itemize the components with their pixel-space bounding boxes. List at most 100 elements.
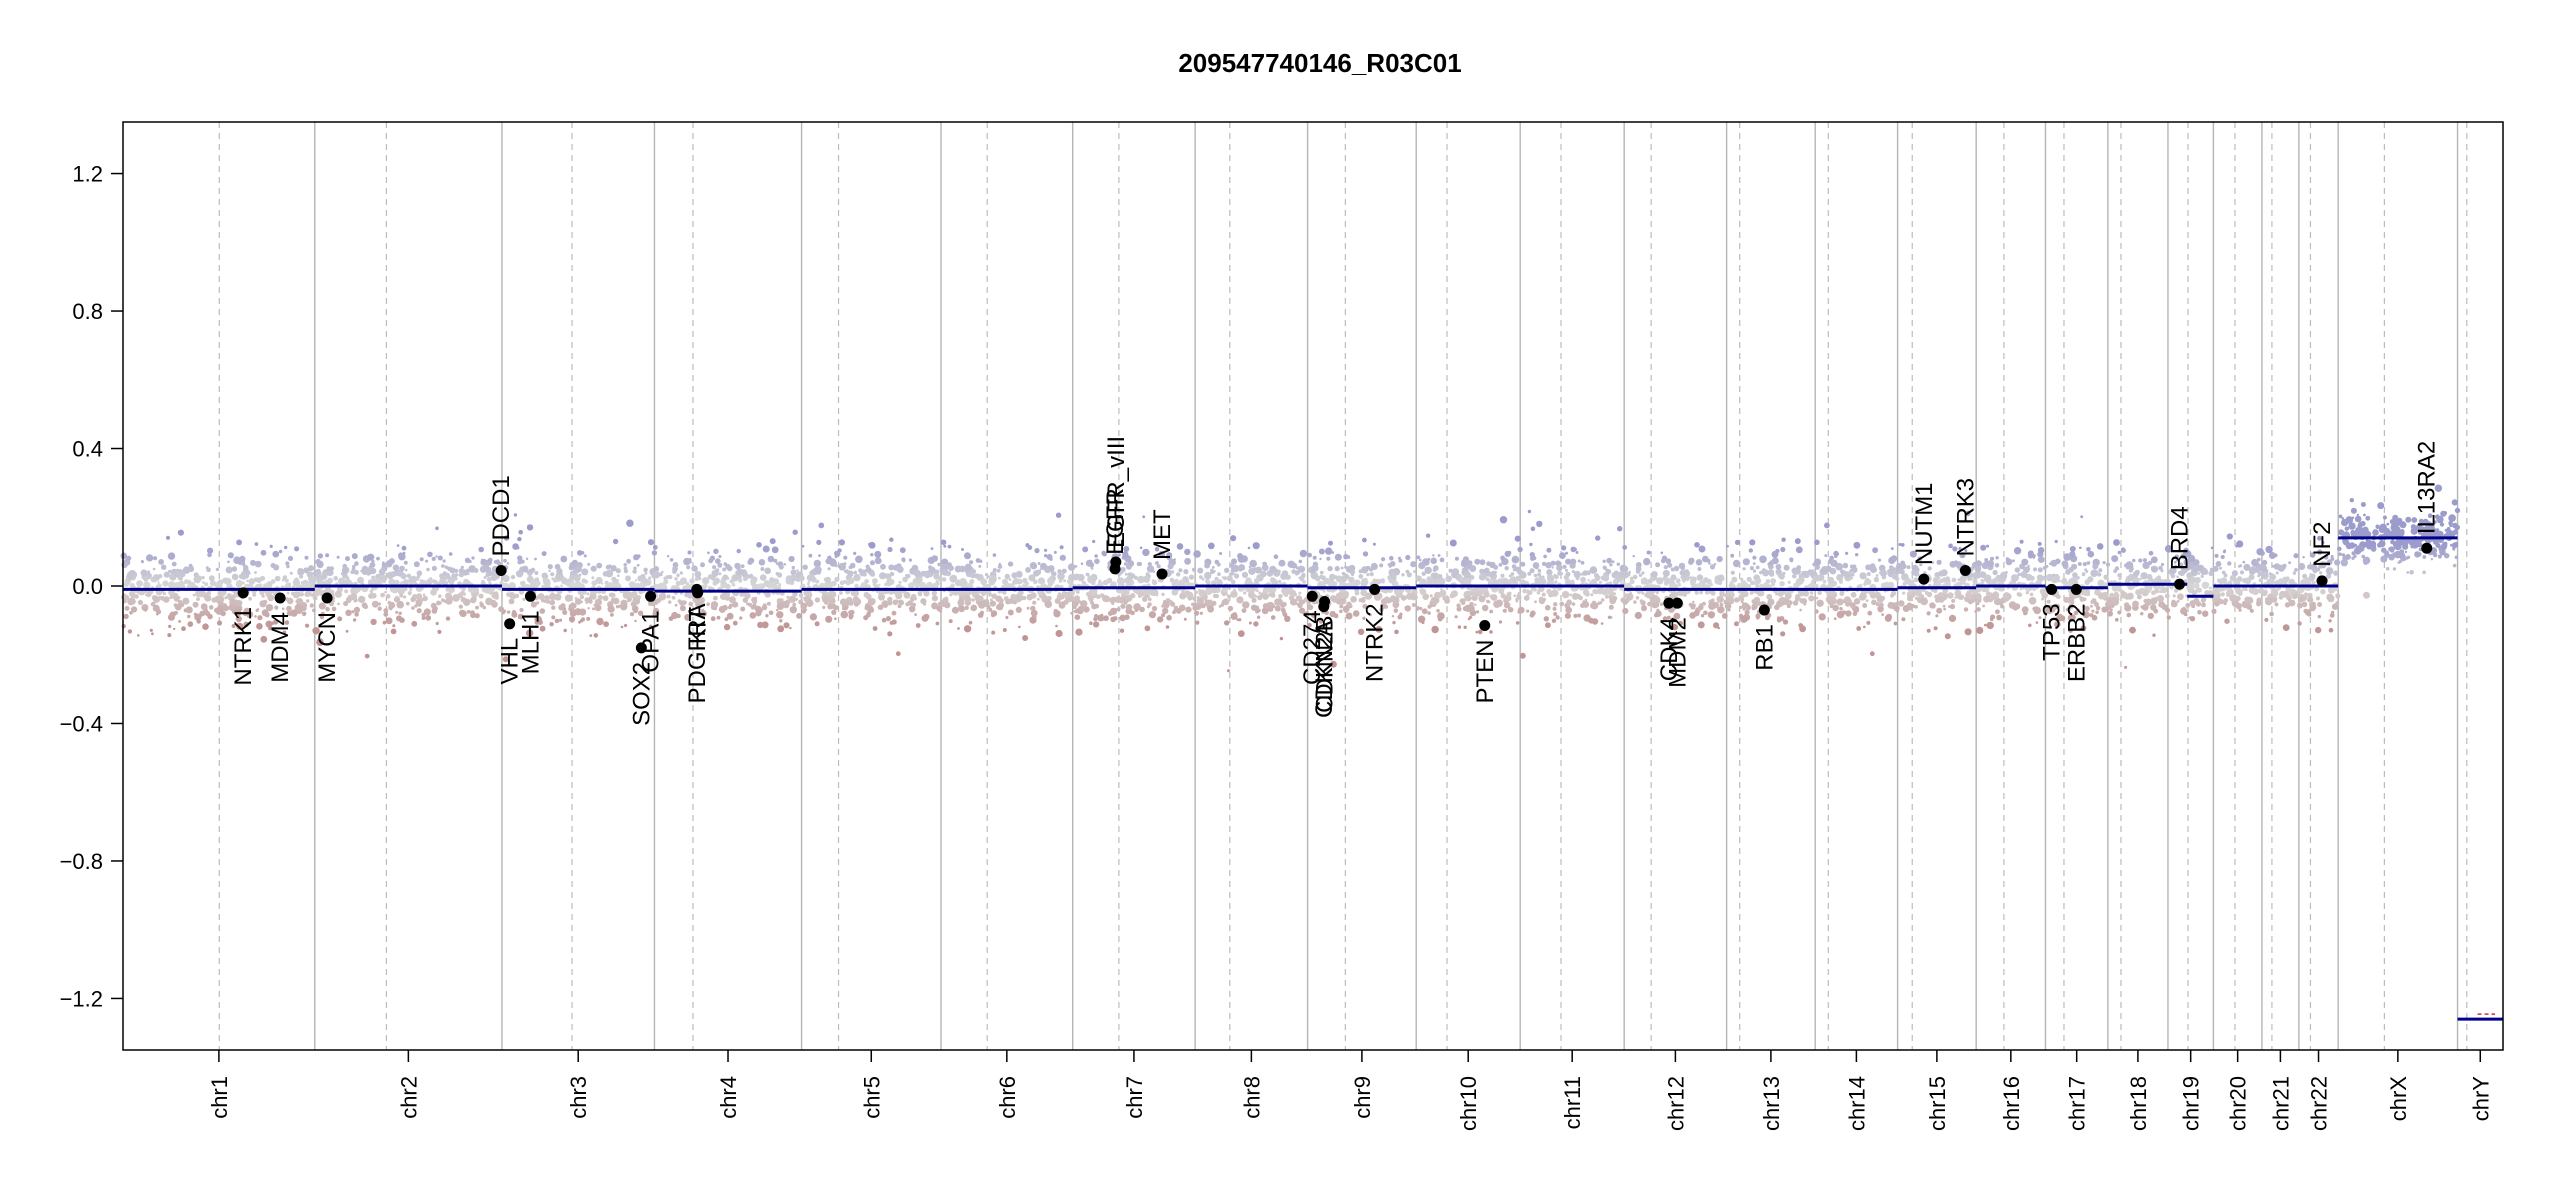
probe-point xyxy=(1676,578,1681,583)
probe-point xyxy=(1490,594,1498,601)
probe-point xyxy=(228,603,236,612)
probe-point xyxy=(840,610,849,619)
probe-point xyxy=(2226,533,2233,540)
probe-point xyxy=(1226,575,1233,582)
probe-point xyxy=(1641,605,1647,612)
probe-point xyxy=(1156,564,1161,569)
probe-point xyxy=(2124,602,2130,608)
probe-point xyxy=(1965,510,1971,517)
probe-point xyxy=(2190,589,2194,592)
probe-point xyxy=(1850,591,1857,598)
probe-point xyxy=(610,592,616,598)
probe-point xyxy=(427,551,433,558)
probe-point xyxy=(1992,593,1999,601)
probe-point xyxy=(506,592,511,597)
probe-point xyxy=(411,606,415,610)
probe-point xyxy=(1800,592,1804,597)
probe-point xyxy=(1667,562,1673,568)
probe-point xyxy=(586,616,591,621)
probe-point xyxy=(2246,602,2251,608)
probe-point xyxy=(2132,558,2136,563)
probe-point xyxy=(1980,578,1984,582)
probe-point xyxy=(1740,593,1746,598)
probe-point xyxy=(1595,535,1601,541)
probe-point xyxy=(1780,546,1786,553)
probe-point xyxy=(1935,614,1939,618)
probe-point xyxy=(1995,609,2000,615)
probe-point xyxy=(1253,578,1260,584)
probe-point xyxy=(186,584,191,588)
probe-point xyxy=(630,591,638,599)
probe-point xyxy=(737,568,745,576)
probe-point xyxy=(578,573,582,577)
probe-point xyxy=(652,545,658,550)
probe-point xyxy=(647,539,655,546)
probe-point xyxy=(834,550,840,556)
probe-point xyxy=(459,609,466,617)
probe-point xyxy=(1713,622,1720,629)
probe-point xyxy=(2197,572,2201,575)
probe-point xyxy=(1274,605,1281,612)
probe-point xyxy=(1429,594,1433,598)
probe-point xyxy=(1195,620,1200,625)
probe-point xyxy=(901,557,906,562)
probe-point xyxy=(980,578,988,586)
probe-point xyxy=(1909,550,1917,558)
probe-point xyxy=(282,630,287,635)
probe-point xyxy=(1787,580,1791,584)
probe-point xyxy=(1752,569,1757,573)
probe-point xyxy=(426,567,430,572)
probe-point xyxy=(2090,604,2093,608)
probe-point xyxy=(1942,604,1946,608)
probe-point xyxy=(1404,606,1407,609)
probe-point xyxy=(1247,546,1251,550)
probe-point xyxy=(2011,574,2019,582)
probe-point xyxy=(425,615,432,621)
probe-point xyxy=(1755,565,1760,570)
probe-point xyxy=(656,597,662,603)
probe-point xyxy=(1194,590,1199,594)
probe-point xyxy=(725,583,731,590)
probe-point xyxy=(1433,597,1440,604)
probe-point xyxy=(1349,569,1355,575)
probe-point xyxy=(1052,576,1056,580)
probe-point xyxy=(312,608,316,613)
probe-point xyxy=(202,581,205,584)
probe-point xyxy=(512,596,516,600)
probe-point xyxy=(357,576,364,584)
probe-point xyxy=(192,593,196,597)
probe-point xyxy=(371,592,377,599)
probe-point xyxy=(242,610,249,617)
probe-point xyxy=(2189,600,2196,607)
probe-point xyxy=(385,611,388,614)
probe-point xyxy=(579,608,587,616)
probe-point xyxy=(620,625,624,629)
probe-point xyxy=(1435,578,1441,584)
probe-point xyxy=(1811,579,1815,584)
probe-point xyxy=(1238,564,1246,571)
probe-point xyxy=(1609,597,1617,605)
probe-point xyxy=(1279,636,1284,641)
probe-point xyxy=(1158,550,1165,558)
probe-point xyxy=(1976,572,1982,578)
probe-point xyxy=(2216,578,2222,583)
probe-point xyxy=(1589,566,1598,574)
probe-point xyxy=(2029,592,2034,597)
probe-point xyxy=(471,556,475,560)
probe-point xyxy=(1094,614,1098,618)
probe-point xyxy=(1120,603,1126,609)
probe-point xyxy=(1248,565,1252,569)
probe-point xyxy=(449,567,456,574)
probe-point xyxy=(881,617,887,623)
probe-point xyxy=(316,638,324,646)
probe-point xyxy=(1253,621,1259,627)
probe-point xyxy=(1194,610,1200,616)
probe-point xyxy=(926,581,933,589)
probe-point xyxy=(1835,562,1843,571)
probe-point xyxy=(2154,588,2159,594)
probe-point xyxy=(2033,606,2040,613)
probe-point xyxy=(312,627,320,635)
probe-point xyxy=(1548,569,1552,573)
probe-point xyxy=(1813,558,1822,566)
probe-point xyxy=(644,571,648,575)
